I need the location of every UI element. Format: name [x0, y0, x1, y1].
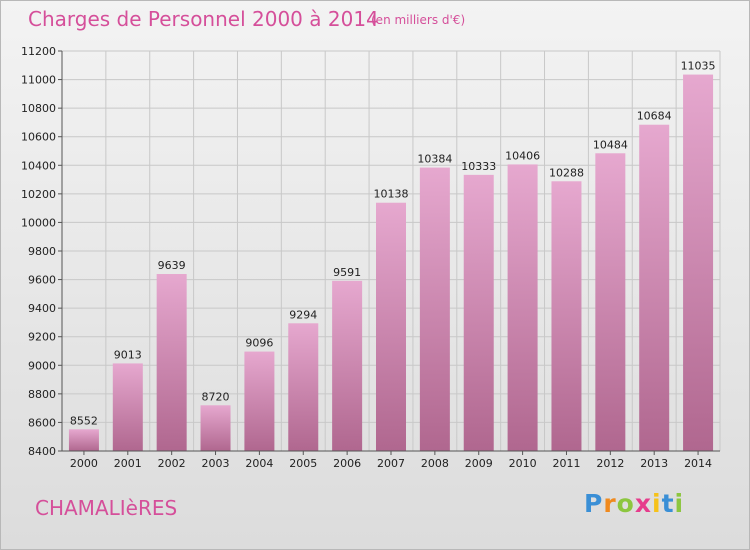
- bar-2000: [68, 429, 99, 451]
- y-tick-label: 9200: [28, 331, 56, 344]
- x-tick-label-2000: 2000: [70, 457, 98, 470]
- bar-2006: [332, 280, 363, 451]
- y-tick-label: 10200: [21, 188, 56, 201]
- bar-2004: [244, 351, 275, 451]
- data-label-2010: 10406: [505, 149, 540, 162]
- x-tick-label-2009: 2009: [465, 457, 493, 470]
- x-tick-label-2010: 2010: [509, 457, 537, 470]
- data-label-2008: 10384: [417, 153, 452, 166]
- y-tick-labels: 8400 8600 8800 9000 9200 9400 9600 9800 10000 102…: [21, 45, 56, 458]
- proxiti-logo: Proxiti: [584, 489, 685, 518]
- chart-subtitle: (en milliers d'€): [371, 13, 466, 27]
- y-tick-label: 9600: [28, 274, 56, 287]
- bar-2014: [683, 74, 714, 452]
- y-tick-label: 9000: [28, 359, 56, 372]
- data-label-2009: 10333: [461, 160, 496, 173]
- bar-2010: [507, 164, 538, 451]
- data-label-2012: 10484: [593, 138, 628, 151]
- data-label-2013: 10684: [637, 110, 672, 123]
- y-tick-label: 10000: [21, 216, 56, 229]
- x-tick-label-2013: 2013: [640, 457, 668, 470]
- bar-2005: [288, 323, 319, 451]
- bar-2001: [112, 363, 143, 451]
- x-tick-label-2001: 2001: [114, 457, 142, 470]
- chart-title: Charges de Personnel 2000 à 2014: [28, 7, 379, 31]
- data-label-2003: 8720: [202, 390, 230, 403]
- x-tick-label-2002: 2002: [158, 457, 186, 470]
- x-tick-label-2007: 2007: [377, 457, 405, 470]
- y-tick-label: 11000: [21, 74, 56, 87]
- axes: [58, 50, 720, 455]
- data-label-2004: 9096: [245, 337, 273, 350]
- bar-2002: [156, 274, 187, 451]
- y-tick-label: 10600: [21, 131, 56, 144]
- data-label-2001: 9013: [114, 348, 142, 361]
- y-tick-label: 10400: [21, 159, 56, 172]
- data-label-2005: 9294: [289, 308, 317, 321]
- x-tick-label-2005: 2005: [289, 457, 317, 470]
- data-label-2011: 10288: [549, 166, 584, 179]
- city-name: CHAMALIèRES: [35, 496, 178, 520]
- data-label-2007: 10138: [374, 188, 409, 201]
- bar-2012: [595, 153, 626, 452]
- data-label-2006: 9591: [333, 266, 361, 279]
- bar-2009: [463, 174, 494, 451]
- bar-2008: [419, 167, 450, 452]
- bar-2007: [376, 202, 406, 451]
- y-tick-label: 8800: [28, 388, 56, 401]
- y-tick-label: 9400: [28, 302, 56, 315]
- bar-2011: [551, 181, 582, 452]
- bar-2003: [200, 405, 231, 451]
- data-label-2014: 11035: [681, 60, 716, 73]
- data-label-2000: 8552: [70, 414, 98, 427]
- y-tick-label: 8600: [28, 416, 56, 429]
- x-tick-label-2003: 2003: [202, 457, 230, 470]
- x-tick-label-2014: 2014: [684, 457, 712, 470]
- x-tick-labels: 2000 2001 2002 2003 2004 2005 2006 2007 2008 2009…: [70, 457, 712, 470]
- data-labels: 8552 9013 9639 8720 9096 9294 9591 10138 10384 10…: [70, 60, 716, 428]
- bar-2013: [639, 124, 670, 451]
- y-tick-label: 9800: [28, 245, 56, 258]
- x-tick-label-2008: 2008: [421, 457, 449, 470]
- y-tick-label: 10800: [21, 102, 56, 115]
- y-tick-label: 11200: [21, 45, 56, 58]
- y-tick-label: 8400: [28, 445, 56, 458]
- bars: [68, 74, 714, 452]
- x-tick-label-2011: 2011: [552, 457, 580, 470]
- data-label-2002: 9639: [158, 259, 186, 272]
- x-tick-label-2004: 2004: [245, 457, 273, 470]
- x-tick-label-2012: 2012: [596, 457, 624, 470]
- x-tick-label-2006: 2006: [333, 457, 361, 470]
